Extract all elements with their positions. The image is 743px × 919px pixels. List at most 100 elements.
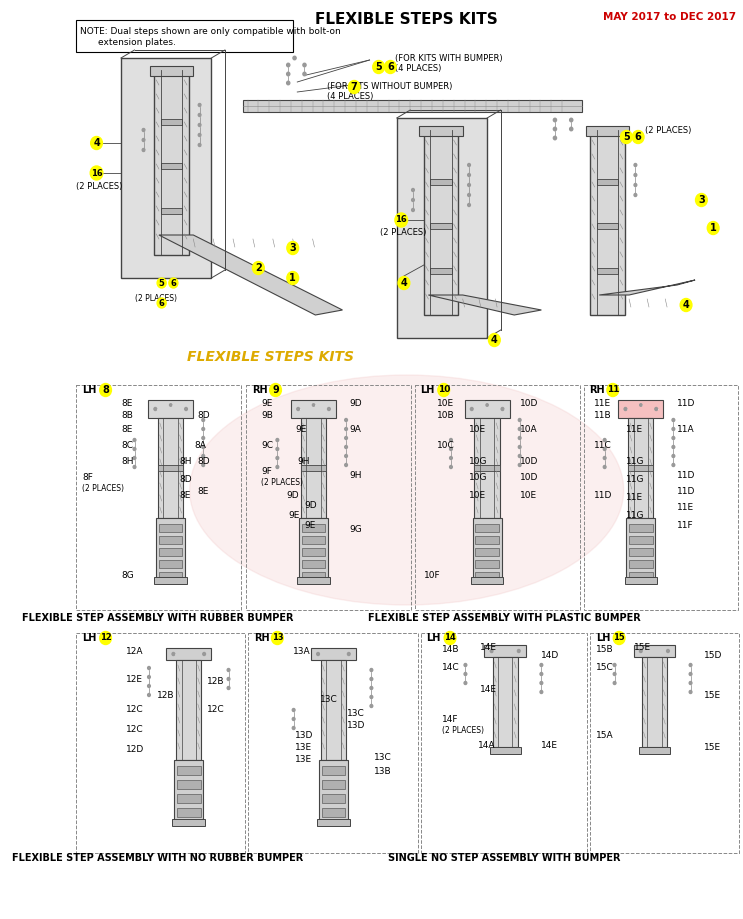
Circle shape <box>91 137 103 150</box>
Text: 11G: 11G <box>626 475 645 484</box>
Bar <box>150 66 193 76</box>
Text: 12C: 12C <box>126 725 143 734</box>
Text: 13E: 13E <box>296 755 313 765</box>
Circle shape <box>370 696 373 698</box>
Text: LH: LH <box>82 633 97 643</box>
Circle shape <box>464 673 467 675</box>
Text: 9G: 9G <box>350 526 363 535</box>
Text: 1: 1 <box>710 223 716 233</box>
Circle shape <box>148 675 150 678</box>
Circle shape <box>695 194 707 207</box>
Circle shape <box>624 407 627 411</box>
Text: FLEXIBLE STEP ASSEMBLY WITH PLASTIC BUMPER: FLEXIBLE STEP ASSEMBLY WITH PLASTIC BUMP… <box>368 613 640 623</box>
Bar <box>430 223 452 229</box>
Circle shape <box>345 418 348 422</box>
Circle shape <box>287 63 290 67</box>
Circle shape <box>253 262 265 275</box>
Bar <box>177 794 201 803</box>
Bar <box>475 418 500 518</box>
Text: 10G: 10G <box>469 473 487 482</box>
Circle shape <box>90 166 103 180</box>
Circle shape <box>133 457 136 460</box>
Text: 9E: 9E <box>305 520 316 529</box>
Text: 13A: 13A <box>293 648 311 656</box>
Circle shape <box>554 136 557 140</box>
Circle shape <box>634 174 637 176</box>
Text: 15C: 15C <box>596 664 614 673</box>
Text: 8E: 8E <box>198 487 210 496</box>
Circle shape <box>292 727 295 730</box>
Bar <box>317 819 350 826</box>
Text: 10F: 10F <box>424 572 441 581</box>
Text: 3: 3 <box>698 195 705 205</box>
Circle shape <box>464 664 467 666</box>
Bar <box>629 548 652 556</box>
Circle shape <box>142 139 145 142</box>
Circle shape <box>672 418 675 422</box>
Text: extension plates.: extension plates. <box>98 38 176 47</box>
Text: 11E: 11E <box>626 494 643 503</box>
Bar <box>302 548 325 556</box>
Circle shape <box>412 199 415 201</box>
Text: (FOR KITS WITH BUMPER): (FOR KITS WITH BUMPER) <box>395 53 502 62</box>
Circle shape <box>519 437 521 439</box>
Text: 4: 4 <box>400 278 407 288</box>
Bar <box>301 418 326 518</box>
Circle shape <box>672 446 675 448</box>
Text: 13B: 13B <box>374 767 392 777</box>
Bar <box>430 179 452 185</box>
Circle shape <box>450 448 452 450</box>
Circle shape <box>655 407 658 411</box>
Circle shape <box>490 650 493 652</box>
Text: 15E: 15E <box>704 690 721 699</box>
Text: 10E: 10E <box>438 400 455 409</box>
Circle shape <box>634 184 637 187</box>
Circle shape <box>296 407 299 411</box>
Circle shape <box>690 673 692 675</box>
Text: 14D: 14D <box>542 652 559 661</box>
Circle shape <box>202 463 204 467</box>
Circle shape <box>467 194 470 197</box>
Circle shape <box>620 130 632 143</box>
Bar <box>159 560 183 568</box>
Text: RH: RH <box>254 633 270 643</box>
Circle shape <box>133 448 136 450</box>
Circle shape <box>148 685 150 687</box>
Circle shape <box>345 427 348 430</box>
Circle shape <box>395 213 408 227</box>
Circle shape <box>276 448 279 450</box>
Bar <box>302 560 325 568</box>
Circle shape <box>603 457 606 460</box>
Bar <box>322 808 345 817</box>
Text: 10E: 10E <box>469 425 486 435</box>
Bar <box>471 577 504 584</box>
Text: 8D: 8D <box>180 475 192 484</box>
Text: (2 PLACES): (2 PLACES) <box>76 181 122 190</box>
Circle shape <box>613 631 625 644</box>
Text: 9C: 9C <box>261 440 273 449</box>
Text: FLEXIBLE STEP ASSEMBLY WITH NO RUBBER BUMPER: FLEXIBLE STEP ASSEMBLY WITH NO RUBBER BU… <box>13 853 304 863</box>
Circle shape <box>690 682 692 685</box>
Circle shape <box>540 664 542 666</box>
Circle shape <box>519 446 521 448</box>
Text: 11E: 11E <box>594 400 611 409</box>
Text: 14E: 14E <box>542 742 559 751</box>
Circle shape <box>202 437 204 439</box>
Text: 8G: 8G <box>121 572 134 581</box>
Circle shape <box>640 650 642 652</box>
Circle shape <box>540 673 542 675</box>
Text: 11D: 11D <box>677 471 695 480</box>
Bar <box>301 465 326 471</box>
Circle shape <box>287 271 299 285</box>
Circle shape <box>154 407 157 411</box>
Bar <box>311 648 356 660</box>
Circle shape <box>570 127 573 130</box>
Bar <box>155 577 187 584</box>
Bar <box>159 572 183 580</box>
Text: 14E: 14E <box>480 686 497 695</box>
Bar <box>493 657 518 747</box>
Circle shape <box>570 119 573 121</box>
Text: RH: RH <box>252 385 267 395</box>
Bar <box>629 560 652 568</box>
Bar <box>476 524 499 532</box>
